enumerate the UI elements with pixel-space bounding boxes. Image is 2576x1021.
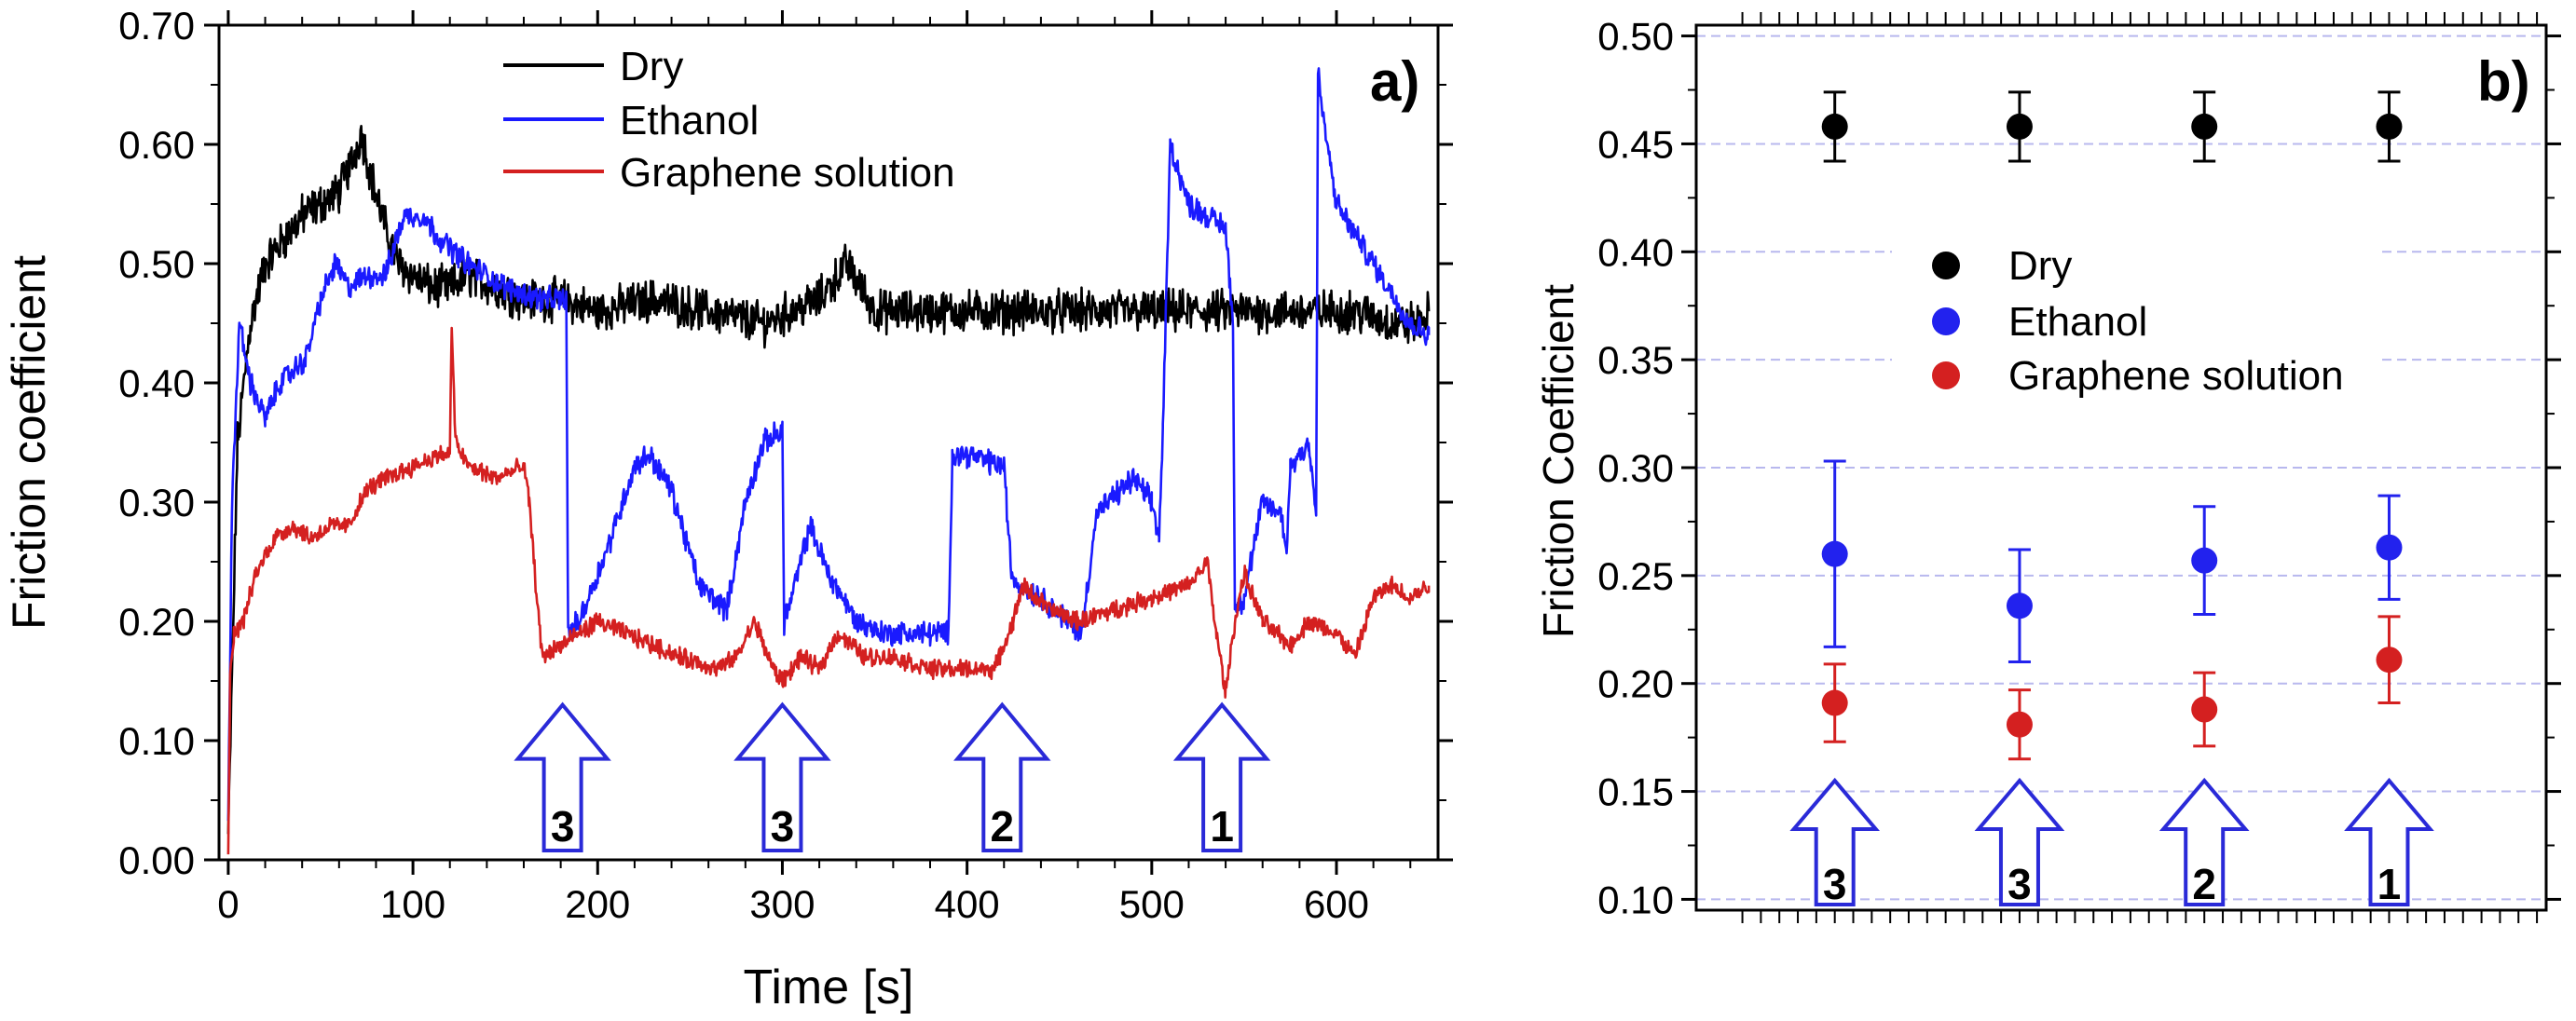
- panel-b-label: b): [2477, 50, 2530, 113]
- series-line-graphene-solution: [226, 326, 1431, 855]
- legend-dot-dry: [1932, 252, 1960, 279]
- series-line-ethanol: [226, 67, 1431, 822]
- arrow-shape: [514, 701, 611, 852]
- y-tick-label: 0.40: [1597, 230, 1674, 274]
- legend-dot-graphene: [1932, 361, 1960, 389]
- x-tick-label: 300: [749, 882, 815, 926]
- x-tick-label: 0: [217, 882, 239, 926]
- legend-label-dry: Dry: [620, 44, 683, 89]
- data-point-dry: [2376, 113, 2403, 140]
- y-tick-label: 0.45: [1597, 122, 1674, 166]
- panel-b-gridlines: [1696, 34, 2546, 901]
- x-tick-label: 100: [380, 882, 445, 926]
- x-tick-label: 400: [935, 882, 1000, 926]
- y-tick-label: 0.10: [1597, 878, 1674, 921]
- y-tick-label: 0.35: [1597, 338, 1674, 382]
- data-point-ethanol: [2191, 547, 2218, 574]
- panel-a-ticks: 0 100 200 300 400 500 600 0.00 0.10 0.20 0.30 0.40 0…: [118, 4, 1453, 926]
- panel-a-friction-vs-time: 3 3 2 1 0 100 200 300 400 500 600 0.00 0.10 0.20 0.30…: [3, 4, 1453, 1014]
- y-tick-label: 0.30: [118, 481, 195, 524]
- panel-a-series-lines: [226, 67, 1431, 855]
- arrow-label: 2: [990, 802, 1014, 851]
- y-tick-label: 0.20: [1597, 662, 1674, 706]
- arrow-shape: [1974, 777, 2065, 906]
- arrow-shape: [1789, 777, 1881, 906]
- y-tick-label: 0.15: [1597, 770, 1674, 814]
- data-point-dry: [2006, 113, 2033, 140]
- arrow-shape: [1172, 701, 1271, 852]
- legend-label-graphene-b: Graphene solution: [2008, 353, 2344, 399]
- data-point-graphene-solution: [1821, 689, 1848, 716]
- x-tick-label: 600: [1304, 882, 1369, 926]
- x-tick-label: 500: [1119, 882, 1185, 926]
- arrow-label: 3: [551, 802, 575, 851]
- panel-a-arrows: 3 3 2 1: [514, 701, 1271, 852]
- y-tick-label: 0.40: [118, 361, 195, 405]
- panel-b-legend: Dry Ethanol Graphene solution: [1892, 233, 2377, 401]
- x-tick-label: 200: [565, 882, 630, 926]
- legend-label-ethanol: Ethanol: [620, 98, 759, 143]
- y-tick-label: 0.20: [118, 600, 195, 644]
- panel-a-label: a): [1370, 50, 1419, 113]
- y-tick-label: 0.30: [1597, 446, 1674, 490]
- arrow-label: 1: [1210, 802, 1234, 851]
- data-point-graphene-solution: [2376, 647, 2403, 674]
- data-point-ethanol: [1821, 540, 1848, 567]
- arrow-shape: [2158, 777, 2250, 906]
- legend-label-ethanol-b: Ethanol: [2008, 299, 2147, 345]
- data-point-dry: [1821, 113, 1848, 140]
- y-tick-label: 0.50: [1597, 15, 1674, 59]
- panel-b-ticks: 0.10 0.15 0.20 0.25 0.30 0.35 0.40 0.45 0.50: [1597, 12, 2561, 923]
- legend-dot-ethanol: [1932, 307, 1960, 335]
- y-tick-label: 0.70: [118, 4, 195, 48]
- arrow-label: 2: [2192, 860, 2216, 908]
- panel-b-arrows: 3 3 2 1: [1789, 777, 2434, 908]
- legend-label-graphene: Graphene solution: [620, 150, 955, 196]
- panel-a-y-axis-title: Friction coefficient: [3, 255, 55, 630]
- y-tick-label: 0.50: [118, 242, 195, 286]
- data-point-graphene-solution: [2191, 696, 2218, 723]
- y-tick-label: 0.10: [118, 719, 195, 763]
- arrow-label: 3: [1823, 860, 1847, 908]
- panel-b-y-axis-title: Friction Coefficient: [1534, 284, 1583, 638]
- legend-label-dry-b: Dry: [2008, 243, 2072, 289]
- y-tick-label: 0.25: [1597, 554, 1674, 598]
- y-tick-label: 0.00: [118, 838, 195, 882]
- arrow-shape: [733, 701, 831, 852]
- y-tick-label: 0.60: [118, 123, 195, 167]
- arrow-shape: [953, 701, 1051, 852]
- panel-a-x-axis-title: Time [s]: [744, 960, 914, 1014]
- data-point-graphene-solution: [2006, 711, 2033, 738]
- panel-b-points: [1821, 90, 2403, 761]
- panel-a-legend: Dry Ethanol Graphene solution: [503, 44, 955, 196]
- data-point-ethanol: [2006, 592, 2033, 619]
- arrow-label: 3: [2007, 860, 2032, 908]
- arrow-label: 3: [771, 802, 795, 851]
- arrow-label: 1: [2377, 860, 2402, 908]
- data-point-ethanol: [2376, 534, 2403, 561]
- arrow-shape: [2344, 777, 2434, 906]
- data-point-dry: [2191, 113, 2218, 140]
- series-line-dry: [226, 125, 1431, 835]
- panel-b-friction-summary: 3 3 2 1 0.10 0.15 0.20 0.25 0.30 0.35 0.40 0.45 0.5…: [1534, 12, 2561, 923]
